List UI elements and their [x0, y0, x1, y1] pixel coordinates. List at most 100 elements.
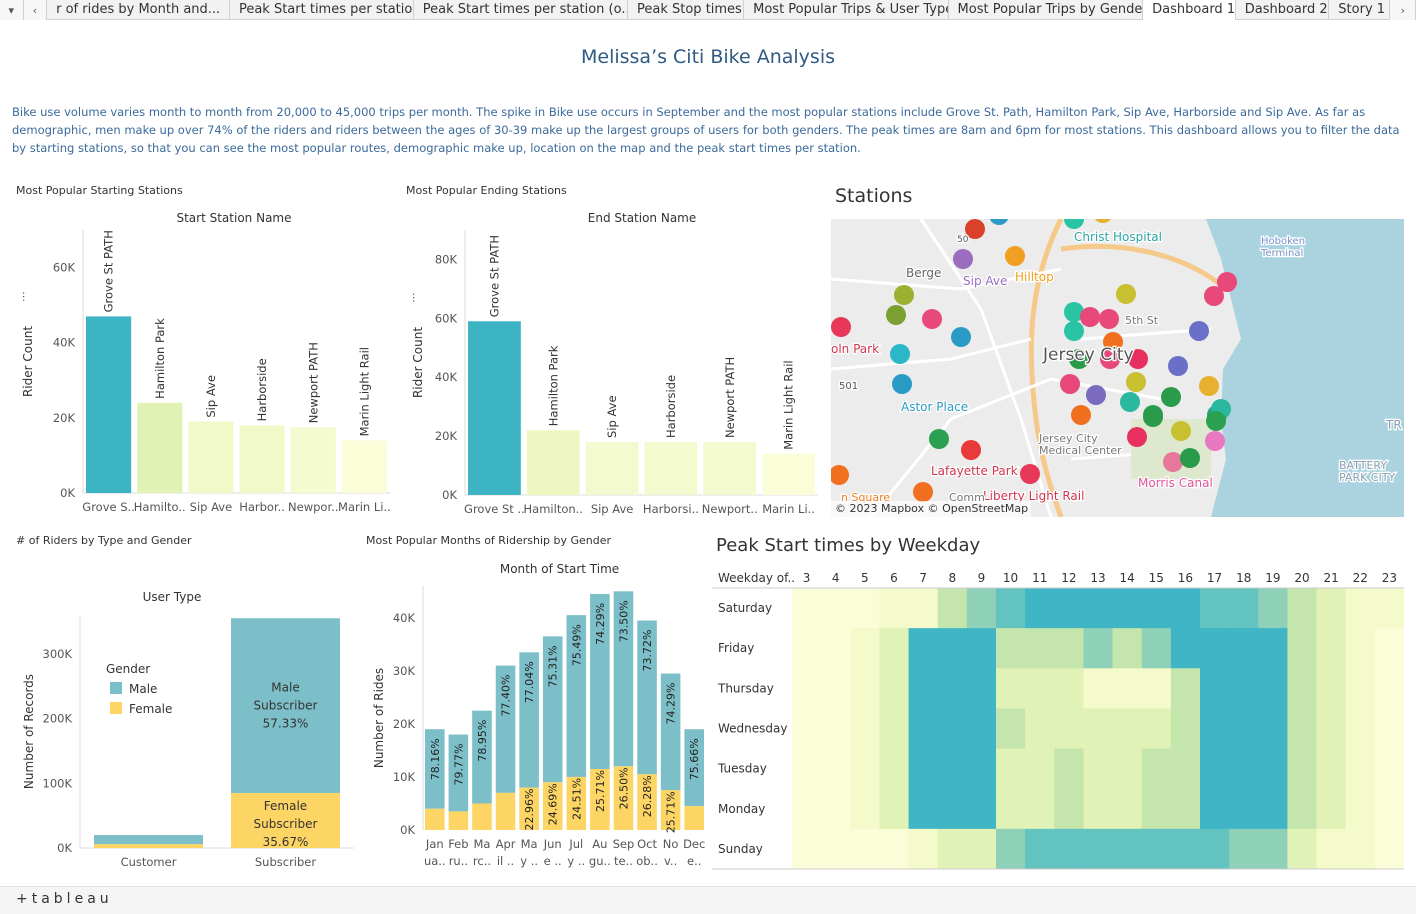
heat-cell[interactable]: [1170, 668, 1201, 709]
stations-map[interactable]: Christ Hospital Sip Ave Hilltop Berge Hoboke…: [831, 219, 1404, 517]
female-segment[interactable]: [231, 792, 340, 848]
heat-cell[interactable]: [850, 828, 880, 870]
station-marker[interactable]: [1071, 405, 1091, 425]
heat-cell[interactable]: [850, 588, 880, 629]
bar[interactable]: [703, 442, 757, 495]
heat-cell[interactable]: [1345, 748, 1376, 790]
heat-cell[interactable]: [1112, 708, 1143, 750]
male-bar[interactable]: [519, 652, 539, 788]
tableau-logo[interactable]: +tableau: [16, 891, 113, 907]
heat-cell[interactable]: [1054, 628, 1084, 669]
heat-cell[interactable]: [1200, 708, 1230, 750]
bar[interactable]: [290, 427, 336, 493]
heat-cell[interactable]: [1258, 588, 1288, 629]
heat-cell[interactable]: [1025, 628, 1055, 669]
heat-cell[interactable]: [966, 708, 997, 750]
station-marker[interactable]: [1093, 219, 1113, 223]
male-bar[interactable]: [542, 636, 563, 783]
station-marker[interactable]: [922, 309, 942, 329]
tab-peak-start-times-o[interactable]: Peak Start times per station (o...: [414, 0, 628, 20]
heat-cell[interactable]: [1345, 708, 1376, 750]
heat-cell[interactable]: [792, 748, 822, 790]
heat-cell[interactable]: [1083, 748, 1114, 790]
bar[interactable]: [341, 440, 387, 493]
station-marker[interactable]: [1060, 374, 1080, 394]
heat-cell[interactable]: [792, 628, 822, 669]
tab-popular-trips-user-type[interactable]: Most Popular Trips & User Type: [744, 0, 949, 20]
tab-dashboard-2[interactable]: Dashboard 2: [1236, 0, 1330, 20]
heat-cell[interactable]: [1316, 668, 1347, 709]
sort-icon[interactable]: ⫶: [412, 292, 415, 306]
tab-popular-trips-gender[interactable]: Most Popular Trips by Gender: [949, 0, 1144, 20]
heat-cell[interactable]: [879, 588, 910, 629]
bar[interactable]: [526, 430, 580, 495]
heat-cell[interactable]: [937, 628, 968, 669]
station-marker[interactable]: [831, 465, 849, 485]
heat-cell[interactable]: [1025, 748, 1055, 790]
heat-cell[interactable]: [937, 828, 968, 870]
heat-cell[interactable]: [1229, 708, 1259, 750]
heat-cell[interactable]: [1258, 788, 1288, 830]
heat-cell[interactable]: [1229, 828, 1259, 870]
heat-cell[interactable]: [966, 788, 997, 830]
female-bar[interactable]: [613, 766, 634, 830]
heat-cell[interactable]: [850, 788, 880, 830]
station-marker[interactable]: [1126, 372, 1146, 392]
heat-cell[interactable]: [1054, 708, 1084, 750]
heat-cell[interactable]: [1374, 708, 1404, 750]
station-marker[interactable]: [1204, 286, 1224, 306]
heat-cell[interactable]: [1374, 588, 1404, 629]
station-marker[interactable]: [1064, 302, 1084, 322]
heat-cell[interactable]: [792, 708, 822, 750]
heat-cell[interactable]: [1287, 628, 1318, 669]
tab-peak-start-times[interactable]: Peak Start times per station: [230, 0, 414, 20]
heat-cell[interactable]: [908, 668, 939, 709]
heat-cell[interactable]: [1316, 748, 1347, 790]
station-marker[interactable]: [1168, 356, 1188, 376]
heat-cell[interactable]: [1054, 828, 1084, 870]
heat-cell[interactable]: [1112, 788, 1143, 830]
heat-cell[interactable]: [821, 788, 851, 830]
female-bar[interactable]: [472, 803, 492, 830]
heat-cell[interactable]: [1025, 788, 1055, 830]
heat-cell[interactable]: [1141, 628, 1172, 669]
heat-cell[interactable]: [1112, 828, 1143, 870]
heat-cell[interactable]: [1025, 828, 1055, 870]
heat-cell[interactable]: [1258, 628, 1288, 669]
station-marker[interactable]: [961, 440, 981, 460]
heat-cell[interactable]: [850, 748, 880, 790]
heat-cell[interactable]: [1287, 788, 1318, 830]
station-marker[interactable]: [929, 429, 949, 449]
tab-prev-button[interactable]: ‹: [23, 0, 48, 20]
male-bar[interactable]: [566, 615, 587, 777]
heat-cell[interactable]: [821, 708, 851, 750]
bar[interactable]: [137, 402, 183, 493]
station-marker[interactable]: [1217, 272, 1237, 292]
heat-cell[interactable]: [937, 748, 968, 790]
heat-cell[interactable]: [1170, 708, 1201, 750]
heat-cell[interactable]: [966, 748, 997, 790]
map-attribution[interactable]: © 2023 Mapbox © OpenStreetMap: [835, 502, 1028, 515]
heat-cell[interactable]: [879, 788, 910, 830]
heat-cell[interactable]: [1258, 828, 1288, 870]
station-marker[interactable]: [1189, 321, 1209, 341]
heat-cell[interactable]: [1345, 588, 1376, 629]
heat-cell[interactable]: [1374, 788, 1404, 830]
male-bar[interactable]: [495, 665, 516, 793]
heat-cell[interactable]: [1083, 828, 1114, 870]
heat-cell[interactable]: [1229, 628, 1259, 669]
sort-icon[interactable]: ⫶: [22, 291, 25, 305]
station-marker[interactable]: [1086, 385, 1106, 405]
heat-cell[interactable]: [1141, 788, 1172, 830]
male-bar[interactable]: [448, 734, 469, 812]
heat-cell[interactable]: [1112, 668, 1143, 709]
heat-cell[interactable]: [1054, 668, 1084, 709]
female-bar[interactable]: [684, 806, 704, 830]
heat-cell[interactable]: [1200, 668, 1230, 709]
heat-cell[interactable]: [821, 588, 851, 629]
female-bar[interactable]: [637, 774, 657, 830]
station-marker[interactable]: [1143, 407, 1163, 427]
heat-cell[interactable]: [1054, 788, 1084, 830]
heat-cell[interactable]: [821, 828, 851, 870]
heat-cell[interactable]: [937, 588, 968, 629]
